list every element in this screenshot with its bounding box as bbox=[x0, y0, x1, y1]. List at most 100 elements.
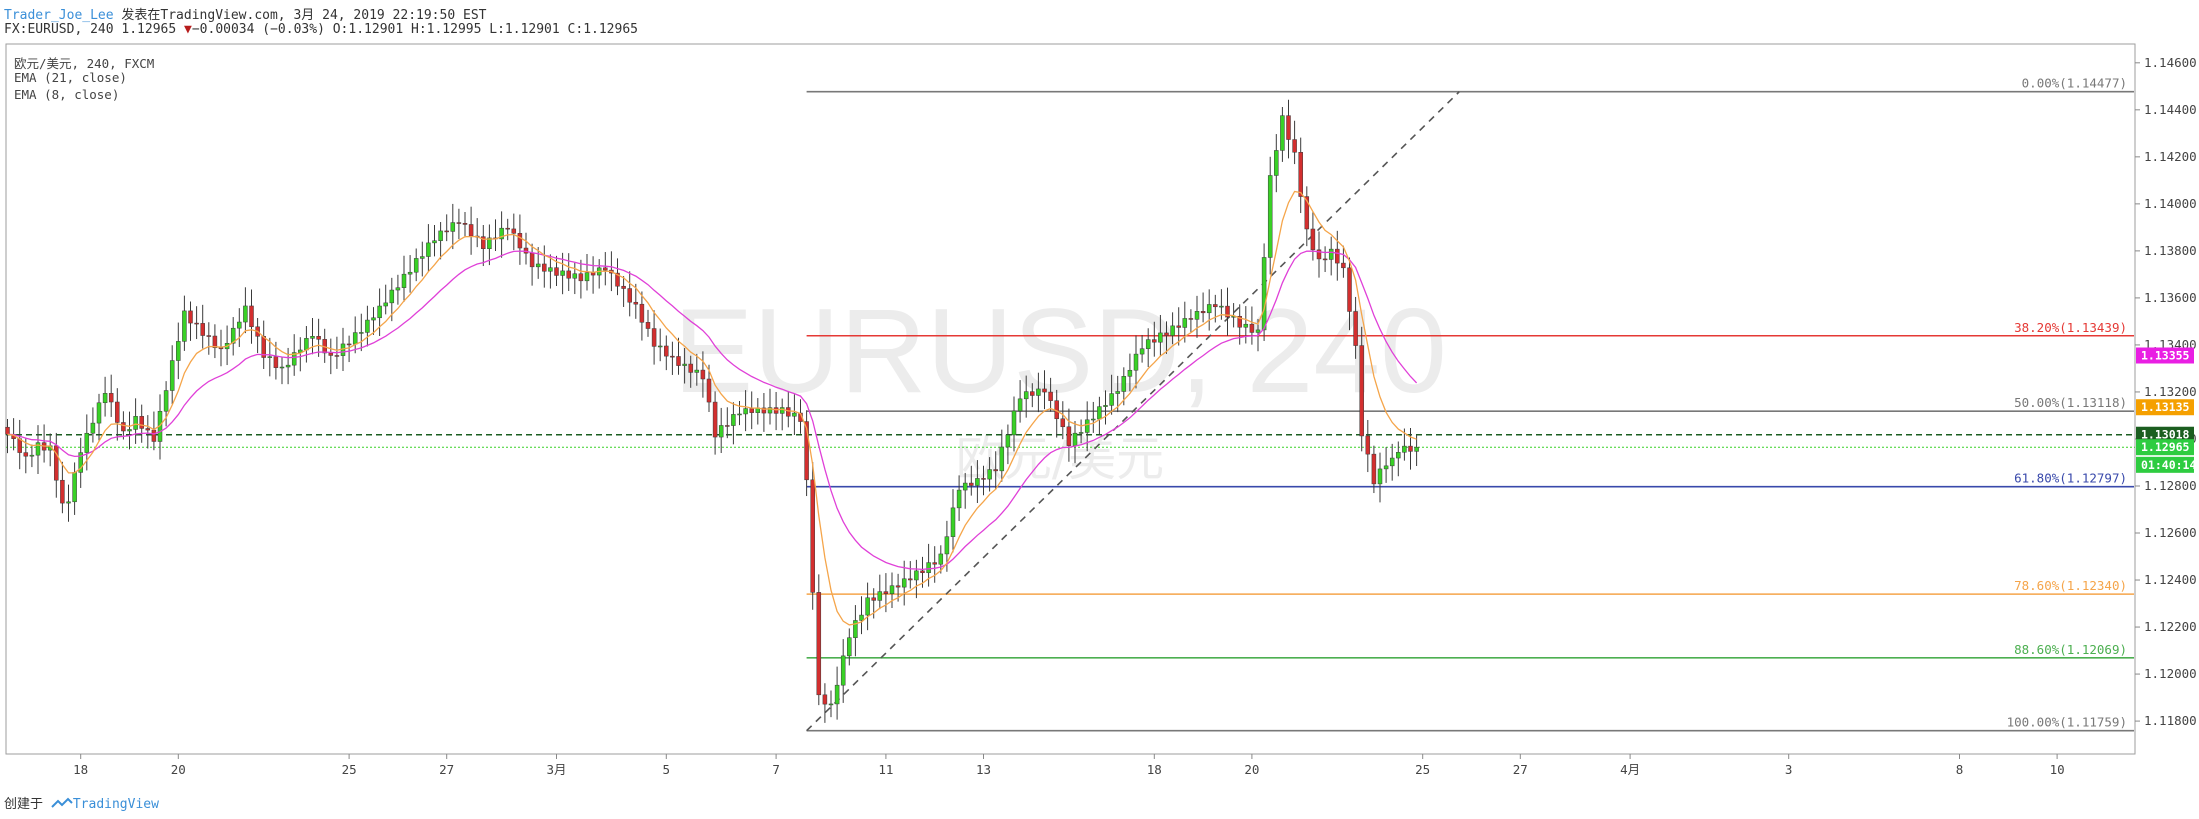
candle[interactable] bbox=[377, 288, 382, 336]
candle[interactable] bbox=[108, 374, 114, 417]
candle[interactable] bbox=[1365, 419, 1371, 473]
candle[interactable] bbox=[725, 407, 730, 439]
candle[interactable] bbox=[487, 224, 492, 266]
candle[interactable] bbox=[828, 690, 834, 718]
candle[interactable] bbox=[383, 284, 388, 315]
candle[interactable] bbox=[1133, 335, 1139, 389]
candle[interactable] bbox=[1286, 99, 1291, 159]
candle[interactable] bbox=[1310, 211, 1316, 261]
candle[interactable] bbox=[78, 437, 83, 488]
candle[interactable] bbox=[529, 243, 535, 286]
candle[interactable] bbox=[1042, 370, 1047, 410]
candle[interactable] bbox=[712, 391, 718, 455]
candle[interactable] bbox=[1353, 296, 1358, 359]
candle[interactable] bbox=[365, 305, 370, 347]
candle[interactable] bbox=[1249, 306, 1255, 345]
candle[interactable] bbox=[1389, 443, 1395, 481]
candle[interactable] bbox=[914, 559, 919, 599]
candle[interactable] bbox=[413, 248, 419, 282]
candle[interactable] bbox=[1280, 107, 1285, 162]
candle[interactable] bbox=[352, 316, 358, 354]
candle[interactable] bbox=[1121, 367, 1127, 406]
candle[interactable] bbox=[596, 259, 602, 289]
candle[interactable] bbox=[517, 214, 523, 265]
candle[interactable] bbox=[474, 218, 480, 248]
candle[interactable] bbox=[432, 225, 437, 257]
candle[interactable] bbox=[206, 322, 212, 355]
candle[interactable] bbox=[1316, 231, 1322, 278]
candle[interactable] bbox=[1341, 245, 1346, 278]
candle[interactable] bbox=[145, 415, 151, 449]
candle[interactable] bbox=[456, 208, 462, 240]
candle[interactable] bbox=[401, 255, 407, 302]
candle[interactable] bbox=[676, 337, 681, 375]
candle[interactable] bbox=[1170, 312, 1175, 345]
candle[interactable] bbox=[999, 429, 1005, 482]
candle[interactable] bbox=[993, 451, 998, 490]
candle[interactable] bbox=[346, 335, 352, 363]
candle[interactable] bbox=[1396, 441, 1401, 477]
candle[interactable] bbox=[285, 347, 291, 385]
candle[interactable] bbox=[1402, 428, 1407, 461]
candle[interactable] bbox=[847, 628, 852, 666]
candle[interactable] bbox=[1359, 326, 1364, 452]
candle[interactable] bbox=[859, 596, 864, 635]
candle[interactable] bbox=[72, 462, 77, 515]
candle[interactable] bbox=[41, 424, 47, 463]
candle[interactable] bbox=[481, 224, 486, 267]
candle[interactable] bbox=[267, 337, 273, 377]
candle[interactable] bbox=[834, 666, 840, 720]
author-link[interactable]: Trader_Joe_Lee bbox=[4, 8, 114, 23]
candle[interactable] bbox=[938, 545, 944, 574]
candle[interactable] bbox=[535, 247, 541, 279]
candle[interactable] bbox=[291, 334, 297, 376]
candle[interactable] bbox=[1243, 306, 1249, 344]
candle[interactable] bbox=[810, 462, 815, 610]
candle[interactable] bbox=[700, 351, 706, 398]
candle[interactable] bbox=[761, 393, 767, 432]
candle[interactable] bbox=[1200, 292, 1206, 323]
candle[interactable] bbox=[139, 404, 144, 443]
legend-ema21[interactable]: EMA (21, close) bbox=[14, 70, 127, 85]
candle[interactable] bbox=[54, 432, 59, 498]
candle[interactable] bbox=[96, 393, 102, 442]
candle[interactable] bbox=[255, 318, 260, 354]
candle[interactable] bbox=[773, 391, 779, 431]
candle[interactable] bbox=[1078, 419, 1084, 444]
candle[interactable] bbox=[1109, 374, 1114, 415]
candle[interactable] bbox=[1261, 243, 1267, 341]
candle[interactable] bbox=[1036, 372, 1041, 413]
candle[interactable] bbox=[950, 489, 956, 553]
candle[interactable] bbox=[407, 255, 413, 293]
candle[interactable] bbox=[176, 322, 181, 380]
legend-symbol[interactable]: 欧元/美元, 240, FXCM bbox=[14, 56, 155, 71]
candle[interactable] bbox=[127, 411, 132, 450]
candle[interactable] bbox=[877, 574, 883, 610]
candle[interactable] bbox=[35, 425, 41, 474]
candle[interactable] bbox=[212, 324, 218, 359]
candle[interactable] bbox=[1011, 396, 1017, 452]
candle[interactable] bbox=[670, 341, 675, 375]
candle[interactable] bbox=[1127, 353, 1133, 392]
candle[interactable] bbox=[603, 252, 608, 286]
candle[interactable] bbox=[1328, 236, 1334, 276]
candle[interactable] bbox=[615, 258, 620, 296]
candle[interactable] bbox=[102, 376, 108, 417]
candle[interactable] bbox=[889, 572, 895, 609]
candle[interactable] bbox=[1371, 445, 1377, 494]
candle[interactable] bbox=[566, 253, 571, 291]
candle[interactable] bbox=[279, 356, 285, 385]
candle[interactable] bbox=[1005, 424, 1011, 465]
candle[interactable] bbox=[1322, 246, 1328, 273]
candle[interactable] bbox=[682, 348, 687, 384]
candle[interactable] bbox=[133, 398, 138, 444]
candle[interactable] bbox=[767, 388, 773, 425]
candle[interactable] bbox=[1194, 295, 1200, 338]
candle[interactable] bbox=[542, 245, 547, 288]
candle[interactable] bbox=[737, 401, 742, 426]
candle[interactable] bbox=[194, 306, 199, 340]
candle[interactable] bbox=[450, 203, 456, 250]
candle[interactable] bbox=[1347, 257, 1352, 331]
fib-trend-line[interactable] bbox=[806, 91, 1460, 732]
